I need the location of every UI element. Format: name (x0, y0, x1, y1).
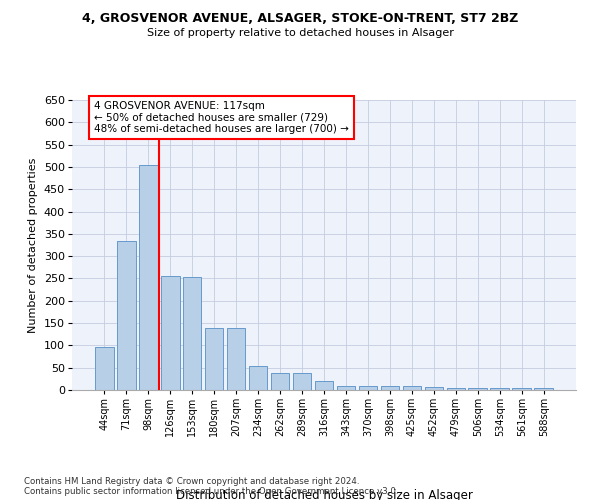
Bar (359, 386, 377, 390)
Bar (161, 276, 179, 390)
Bar (469, 388, 487, 390)
Bar (490, 388, 509, 390)
X-axis label: Distribution of detached houses by size in Alsager: Distribution of detached houses by size … (176, 489, 472, 500)
Bar (512, 388, 531, 390)
Bar (227, 328, 245, 390)
Bar (535, 388, 553, 390)
Text: Contains public sector information licensed under the Open Government Licence v3: Contains public sector information licen… (24, 488, 398, 496)
Bar (205, 328, 223, 390)
Bar (271, 374, 289, 390)
Y-axis label: Number of detached properties: Number of detached properties (28, 158, 38, 332)
Text: Contains HM Land Registry data © Crown copyright and database right 2024.: Contains HM Land Registry data © Crown c… (24, 478, 359, 486)
Bar (293, 374, 311, 390)
Bar (183, 277, 202, 390)
Bar (446, 388, 465, 390)
Bar (337, 386, 355, 390)
Bar (380, 386, 399, 390)
Text: Size of property relative to detached houses in Alsager: Size of property relative to detached ho… (146, 28, 454, 38)
Text: 4, GROSVENOR AVENUE, ALSAGER, STOKE-ON-TRENT, ST7 2BZ: 4, GROSVENOR AVENUE, ALSAGER, STOKE-ON-T… (82, 12, 518, 26)
Bar (95, 346, 113, 390)
Bar (139, 164, 158, 390)
Bar (403, 386, 421, 390)
Bar (249, 366, 268, 390)
Bar (314, 381, 334, 390)
Bar (117, 242, 136, 390)
Bar (425, 387, 443, 390)
Text: 4 GROSVENOR AVENUE: 117sqm
← 50% of detached houses are smaller (729)
48% of sem: 4 GROSVENOR AVENUE: 117sqm ← 50% of deta… (94, 101, 349, 134)
